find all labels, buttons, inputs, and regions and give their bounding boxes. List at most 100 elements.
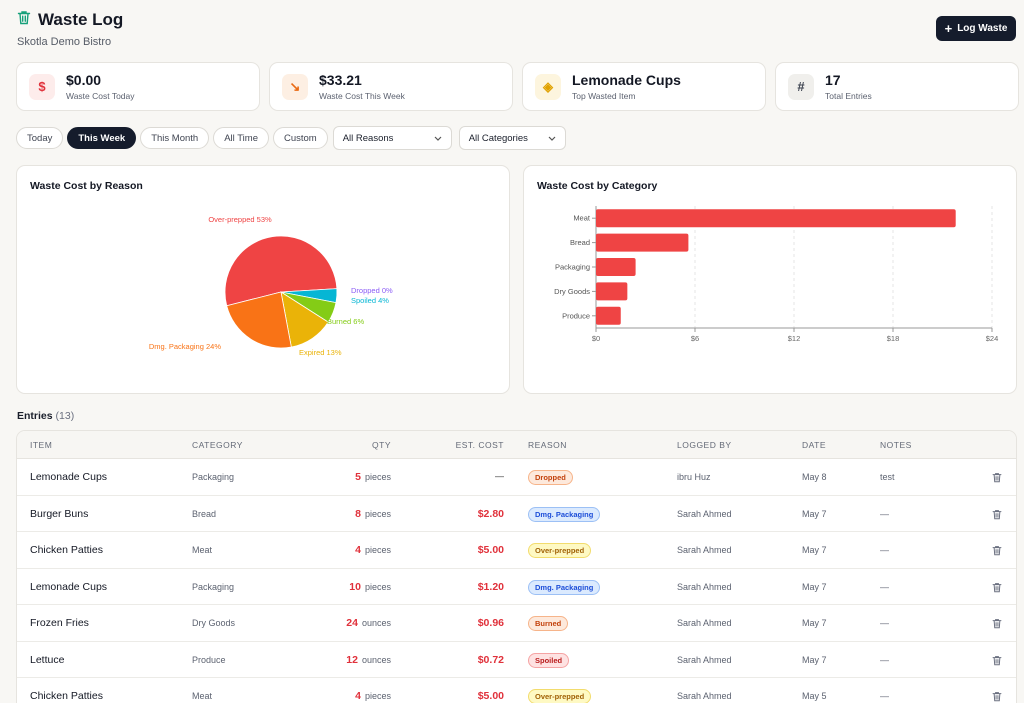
column-header-notes: NOTES (880, 440, 912, 450)
entry-date: May 7 (802, 618, 827, 628)
entry-notes: — (880, 508, 889, 519)
period-pill-all-time[interactable]: All Time (213, 127, 269, 149)
entry-notes: — (880, 545, 889, 555)
period-pill-this-week[interactable]: This Week (67, 127, 137, 149)
chevron-down-icon (434, 133, 442, 144)
trash-icon (992, 692, 1002, 702)
bar-bread[interactable] (596, 233, 689, 252)
reason-pie-chart: Over-prepped 53% Dropped 0%Spoiled 4% Burn… (149, 215, 393, 357)
period-pill-today[interactable]: Today (16, 127, 64, 149)
pie-slice-over-prepped[interactable] (224, 235, 338, 307)
pie-label: Over-prepped 53% (208, 215, 272, 224)
delete-entry-button[interactable] (992, 470, 1002, 488)
reason-select[interactable]: All Reasons (332, 126, 452, 150)
estimated-cost: $5.00 (477, 690, 504, 702)
bar-packaging[interactable] (596, 258, 636, 276)
delete-entry-button[interactable] (992, 543, 1002, 561)
restaurant-name: Skotla Demo Bistro (17, 36, 112, 48)
entries-table: ITEM CATEGORY QTY EST. COST REASON LOGGED BY D… (16, 430, 1017, 703)
table-row[interactable]: Frozen Fries Dry Goods 24 ounces $0.96 Burned… (17, 605, 1016, 642)
period-pill-this-month[interactable]: This Month (140, 127, 210, 149)
table-row[interactable]: Chicken Patties Meat 4 pieces $5.00 Over-prep… (17, 678, 1016, 703)
quantity-unit: ounces (361, 654, 391, 665)
table-body: Lemonade Cups Packaging 5 pieces — Dropped ibr… (17, 459, 1016, 703)
item-category: Bread (192, 508, 217, 519)
entry-date: May 7 (802, 508, 827, 519)
quantity-unit: ounces (361, 618, 391, 628)
estimated-cost: $2.80 (477, 507, 504, 520)
quantity-value: 4 (355, 690, 361, 702)
reason-chart-panel: Waste Cost by Reason Over-prepped 53% Dro… (16, 165, 510, 394)
item-category: Produce (192, 654, 226, 665)
stat-label: Waste Cost Today (66, 91, 135, 101)
category-bar-chart: $0 $6 $12 $18 $24 Meat Bread Packaging Dry Goods… (554, 206, 998, 343)
stat-value: $0.00 (66, 72, 102, 88)
stat-card: #17 Total Entries (775, 62, 1019, 111)
quantity-value: 24 (346, 617, 358, 629)
delete-entry-button[interactable] (992, 616, 1002, 634)
logged-by: Sarah Ahmed (677, 581, 732, 592)
category-chart-panel: Waste Cost by Category $0 $6 $12 $18 $24 Meat… (523, 165, 1017, 394)
estimated-cost: $1.20 (477, 580, 504, 593)
table-row[interactable]: Burger Buns Bread 8 pieces $2.80 Dmg. Packagi… (17, 496, 1016, 532)
table-row[interactable]: Lettuce Produce 12 ounces $0.72 Spoiled Sarah … (17, 642, 1016, 678)
quantity: 8 pieces (355, 508, 391, 520)
trending-down-icon: ↘ (282, 73, 308, 100)
bar-produce[interactable] (596, 306, 621, 325)
page-header: Waste Log Skotla Demo Bistro (17, 10, 123, 48)
stat-value: 17 (825, 72, 841, 88)
bar-dry-goods[interactable] (596, 282, 628, 301)
estimated-cost: $5.00 (477, 544, 504, 556)
item-name: Burger Buns (30, 507, 89, 520)
column-header-reason: REASON (528, 440, 567, 450)
entry-date: May 7 (802, 654, 827, 665)
item-name: Chicken Patties (30, 544, 103, 556)
y-tick-label: Produce (562, 311, 590, 320)
trash-icon (992, 619, 1002, 629)
category-select-value: All Categories (468, 132, 528, 144)
item-category: Packaging (192, 581, 235, 592)
entries-title: Entries (17, 410, 53, 422)
stat-cards: $ $0.00 Waste Cost Today ↘ $33.21 Waste Cost … (16, 62, 1019, 111)
item-category: Meat (192, 691, 213, 701)
table-row[interactable]: Chicken Patties Meat 4 pieces $5.00 Over-prep… (17, 532, 1016, 569)
x-tick-label: $12 (788, 334, 801, 343)
table-row[interactable]: Lemonade Cups Packaging 10 pieces $1.20 Dmg. … (17, 569, 1016, 605)
pie-label: Dmg. Packaging 24% (149, 342, 221, 351)
delete-entry-button[interactable] (992, 689, 1002, 703)
trash-icon (17, 10, 31, 30)
log-waste-button[interactable]: + Log Waste (936, 16, 1016, 41)
table-row[interactable]: Lemonade Cups Packaging 5 pieces — Dropped ibr… (17, 459, 1016, 496)
logged-by: Sarah Ahmed (677, 654, 732, 665)
entries-heading: Entries (13) (17, 410, 74, 422)
quantity-value: 5 (355, 471, 361, 483)
delete-entry-button[interactable] (992, 507, 1002, 525)
logged-by: Sarah Ahmed (677, 508, 732, 519)
log-waste-label: Log Waste (957, 23, 1008, 34)
hash-icon: # (788, 73, 814, 100)
stat-label: Total Entries (825, 91, 872, 101)
pie-slice-dmg-packaging[interactable] (226, 291, 292, 349)
bar-meat[interactable] (596, 209, 956, 228)
entry-date: May 7 (802, 545, 827, 555)
y-tick-label: Packaging (555, 263, 590, 272)
filter-bar: Today This Week This Month All Time Custom A… (16, 126, 566, 150)
stat-value: Lemonade Cups (572, 72, 681, 88)
item-category: Dry Goods (192, 618, 236, 628)
period-pill-custom[interactable]: Custom (272, 127, 328, 149)
plus-icon: + (944, 20, 953, 36)
delete-entry-button[interactable] (992, 653, 1002, 671)
reason-badge: Spoiled (528, 652, 570, 668)
stat-card: $ $0.00 Waste Cost Today (16, 62, 260, 111)
trash-icon (992, 582, 1002, 592)
category-select[interactable]: All Categories (458, 126, 566, 150)
reason-badge: Dmg. Packaging (528, 506, 601, 522)
y-tick-label: Dry Goods (554, 287, 590, 296)
delete-entry-button[interactable] (992, 580, 1002, 598)
y-tick-label: Bread (570, 238, 590, 247)
x-tick-label: $6 (691, 334, 699, 343)
stat-text: $33.21 Waste Cost This Week (319, 72, 405, 101)
quantity: 5 pieces (355, 471, 391, 483)
x-tick-label: $18 (887, 334, 900, 343)
logged-by: Sarah Ahmed (677, 545, 732, 555)
